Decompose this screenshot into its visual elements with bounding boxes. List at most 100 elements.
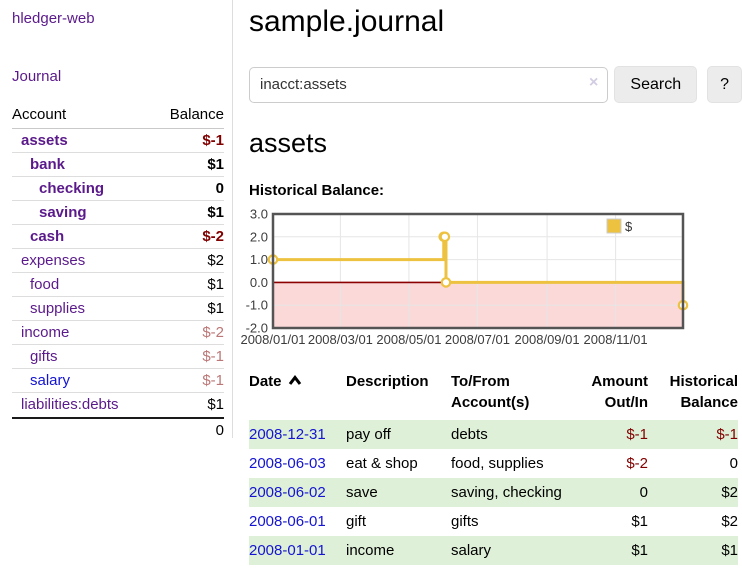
column-header-date[interactable]: Date xyxy=(249,369,346,420)
svg-text:2008/11/01: 2008/11/01 xyxy=(584,332,648,347)
transaction-row: 2008-06-01 giftgifts$1$2 xyxy=(249,507,738,536)
transaction-amount: $-2 xyxy=(563,449,648,478)
transaction-date-link[interactable]: 2008-01-01 xyxy=(249,542,326,559)
account-balance: $1 xyxy=(207,276,224,293)
account-balance: $-2 xyxy=(202,228,224,245)
svg-text:2008/05/01: 2008/05/01 xyxy=(376,332,441,347)
transaction-description: gift xyxy=(346,507,451,536)
accounts-header-balance: Balance xyxy=(170,106,224,123)
svg-text:2008/01/01: 2008/01/01 xyxy=(240,332,305,347)
sort-ascending-icon xyxy=(288,375,302,386)
transaction-date-link[interactable]: 2008-12-31 xyxy=(249,426,326,443)
chart-title: Historical Balance: xyxy=(249,182,742,199)
account-balance: $-2 xyxy=(202,324,224,341)
transaction-amount: $1 xyxy=(563,507,648,536)
accounts-total-value: 0 xyxy=(216,422,224,439)
account-link-food[interactable]: food xyxy=(12,276,59,293)
transaction-balance: 0 xyxy=(648,449,738,478)
register-table: Date Description To/From Account(s) Amou… xyxy=(249,369,738,565)
account-balance: $1 xyxy=(207,156,224,173)
account-row: salary $-1 xyxy=(12,369,224,393)
search-form: × Search ? xyxy=(249,66,742,103)
sidebar-item-journal[interactable]: Journal xyxy=(12,68,61,85)
transaction-accounts: salary xyxy=(451,536,563,565)
account-link-liabilities-debts[interactable]: liabilities:debts xyxy=(12,396,119,413)
account-row: assets $-1 xyxy=(12,129,224,153)
account-balance: $1 xyxy=(207,300,224,317)
transaction-description: pay off xyxy=(346,420,451,449)
column-header-balance: Historical Balance xyxy=(648,369,738,420)
account-link-assets[interactable]: assets xyxy=(12,132,68,149)
page-title: sample.journal xyxy=(249,5,742,39)
account-balance: $-1 xyxy=(202,132,224,149)
transaction-row: 2008-06-02savesaving, checking0$2 xyxy=(249,478,738,507)
account-row: cash $-2 xyxy=(12,225,224,249)
account-balance: $1 xyxy=(207,204,224,221)
search-input[interactable] xyxy=(249,67,608,103)
account-row: checking 0 xyxy=(12,177,224,201)
transaction-row: 2008-01-01incomesalary$1$1 xyxy=(249,536,738,565)
main-content: sample.journal × Search ? assets Histori… xyxy=(249,0,742,565)
account-link-gifts[interactable]: gifts xyxy=(12,348,58,365)
account-row: liabilities:debts $1 xyxy=(12,393,224,417)
account-link-cash[interactable]: cash xyxy=(12,228,64,245)
account-heading: assets xyxy=(249,128,742,159)
account-balance: $-1 xyxy=(202,372,224,389)
accounts-header: Account Balance xyxy=(12,103,224,129)
transaction-amount: $1 xyxy=(563,536,648,565)
account-balance: $-1 xyxy=(202,348,224,365)
account-row: food $1 xyxy=(12,273,224,297)
account-row: saving $1 xyxy=(12,201,224,225)
account-link-saving[interactable]: saving xyxy=(12,204,87,221)
balance-chart: $3.02.01.00.0-1.0-2.02008/01/012008/03/0… xyxy=(249,208,742,348)
svg-text:$: $ xyxy=(625,219,633,234)
svg-text:2008/09/01: 2008/09/01 xyxy=(515,332,580,347)
account-balance: $2 xyxy=(207,252,224,269)
account-link-bank[interactable]: bank xyxy=(12,156,65,173)
clear-search-icon[interactable]: × xyxy=(589,74,598,92)
transaction-amount: 0 xyxy=(563,478,648,507)
svg-text:0.0: 0.0 xyxy=(250,275,268,290)
account-link-income[interactable]: income xyxy=(12,324,69,341)
transaction-row: 2008-12-31pay offdebts$-1$-1 xyxy=(249,420,738,449)
account-row: bank $1 xyxy=(12,153,224,177)
help-button[interactable]: ? xyxy=(707,66,742,103)
app-brand-link[interactable]: hledger-web xyxy=(12,10,95,27)
svg-text:1.0: 1.0 xyxy=(250,252,268,267)
transaction-accounts: saving, checking xyxy=(451,478,563,507)
svg-text:-1.0: -1.0 xyxy=(246,298,268,313)
account-link-expenses[interactable]: expenses xyxy=(12,252,85,269)
account-link-checking[interactable]: checking xyxy=(12,180,104,197)
transaction-amount: $-1 xyxy=(563,420,648,449)
account-balance: $1 xyxy=(207,396,224,413)
account-row: supplies $1 xyxy=(12,297,224,321)
column-header-description: Description xyxy=(346,369,451,420)
accounts-panel: Account Balance assets $-1 bank $1 checking 0… xyxy=(12,103,224,442)
column-header-accounts: To/From Account(s) xyxy=(451,369,563,420)
balance-chart-svg: $3.02.01.00.0-1.0-2.02008/01/012008/03/0… xyxy=(249,208,711,348)
svg-text:2.0: 2.0 xyxy=(250,229,268,244)
column-header-amount: Amount Out/In xyxy=(563,369,648,420)
accounts-total-row: 0 xyxy=(12,417,224,442)
transaction-accounts: gifts xyxy=(451,507,563,536)
account-link-salary[interactable]: salary xyxy=(12,372,70,389)
transaction-accounts: food, supplies xyxy=(451,449,563,478)
transaction-accounts: debts xyxy=(451,420,563,449)
transaction-date-link[interactable]: 2008-06-03 xyxy=(249,455,326,472)
transaction-balance: $1 xyxy=(648,536,738,565)
transaction-date-link[interactable]: 2008-06-01 xyxy=(249,513,326,530)
account-row: income $-2 xyxy=(12,321,224,345)
account-row: expenses $2 xyxy=(12,249,224,273)
transaction-date-link[interactable]: 2008-06-02 xyxy=(249,484,326,501)
search-button[interactable]: Search xyxy=(614,66,697,103)
transaction-row: 2008-06-03eat & shopfood, supplies$-20 xyxy=(249,449,738,478)
transaction-balance: $-1 xyxy=(648,420,738,449)
transaction-balance: $2 xyxy=(648,507,738,536)
transaction-balance: $2 xyxy=(648,478,738,507)
transaction-description: income xyxy=(346,536,451,565)
svg-text:2008/07/01: 2008/07/01 xyxy=(445,332,510,347)
account-link-supplies[interactable]: supplies xyxy=(12,300,85,317)
accounts-header-account: Account xyxy=(12,106,66,123)
account-balance: 0 xyxy=(216,180,224,197)
account-row: gifts $-1 xyxy=(12,345,224,369)
